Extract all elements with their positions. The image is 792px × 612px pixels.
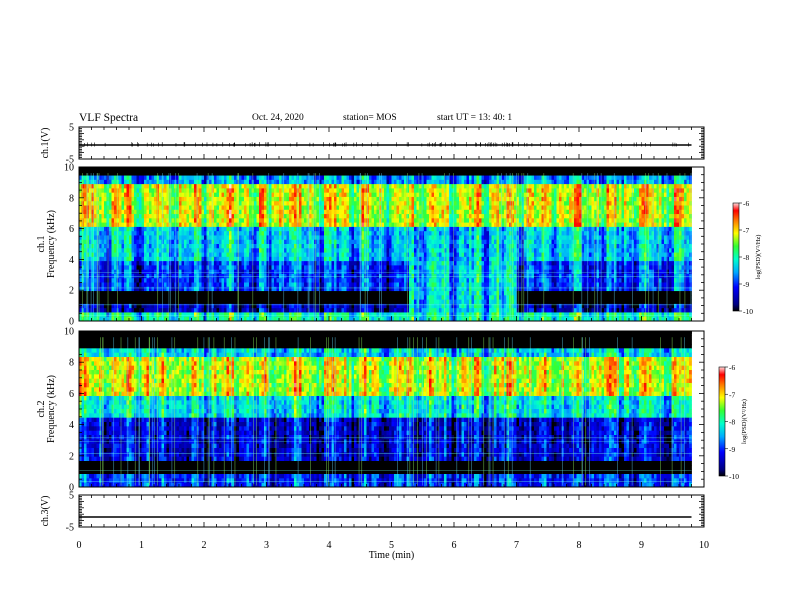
y-tick-label: 5: [69, 123, 74, 134]
x-tick-label: 1: [139, 540, 144, 551]
y-tick-label: -5: [66, 155, 74, 166]
colorbar-tick-label: -9: [743, 280, 749, 289]
colorbar-tick-label: -7: [743, 226, 749, 235]
x-tick-label: 2: [202, 540, 207, 551]
spectrogram-image: [79, 167, 692, 322]
y-tick-label: 6: [69, 224, 74, 235]
colorbar-tick-label: -7: [729, 390, 735, 399]
y-tick-label: 10: [64, 327, 74, 338]
y-tick-label: 5: [69, 491, 74, 502]
x-tick-label: 9: [639, 540, 644, 551]
x-tick-label: 8: [577, 540, 582, 551]
colorbar-ramp: [732, 202, 740, 312]
colorbar-tick-label: -6: [743, 199, 749, 208]
y-axis-label: ch.3(V): [40, 496, 51, 527]
colorbar-tick-label: -8: [743, 253, 749, 262]
x-tick-label: 5: [389, 540, 394, 551]
colorbar-tick-label: -6: [729, 363, 735, 372]
y-tick-label: 0: [69, 483, 74, 494]
y-tick-label: 0: [69, 317, 74, 328]
colorbar-tick-label: -8: [729, 418, 735, 427]
y-axis-label: Frequency (kHz): [46, 375, 57, 443]
y-tick-label: -5: [66, 523, 74, 534]
chart-title: VLF Spectra: [79, 112, 139, 124]
spectrogram-image: [79, 331, 692, 488]
station-label: station= MOS: [343, 113, 397, 123]
y-axis-label: ch.1(V): [40, 128, 51, 159]
x-axis: 0 1 2 3 4 5 6 7 8 9 10 Time (min): [77, 540, 710, 561]
colorbar-label: log(PSD)(V²/Hz): [755, 235, 762, 280]
x-axis-label: Time (min): [369, 550, 414, 561]
colorbar-label: log(PSD)(V²/Hz): [741, 399, 748, 444]
ch3-waveform-panel: 5 -5 ch.3(V): [40, 491, 705, 534]
colorbar-tick-label: -10: [743, 307, 753, 316]
colorbar-ramp: [718, 366, 726, 477]
y-axis-label: ch.1: [36, 236, 47, 253]
colorbar: -6 -7 -8 -9 -10 log(PSD)(V²/Hz): [718, 363, 748, 481]
ch2-spectrogram-panel: 0 2 4 6 8 10 ch.2 Frequency (kHz) -6 -7 -8 -9 -10 log…: [36, 327, 748, 494]
colorbar: -6 -7 -8 -9 -10 log(PSD)(V²/Hz): [732, 199, 762, 316]
x-tick-label: 10: [699, 540, 709, 551]
x-tick-label: 4: [327, 540, 332, 551]
y-tick-label: 8: [69, 358, 74, 369]
ch1-spectrogram-panel: 0 2 4 6 8 10 ch.1 Frequency (kHz) -6 -7 -8 -9 -10 log…: [36, 163, 762, 328]
y-axis-label: ch.2: [36, 401, 47, 418]
x-tick-label: 0: [77, 540, 82, 551]
y-tick-label: 10: [64, 163, 74, 174]
y-tick-label: 2: [69, 286, 74, 297]
start-ut-label: start UT = 13: 40: 1: [437, 113, 513, 123]
x-tick-label: 7: [514, 540, 519, 551]
y-tick-label: 8: [69, 193, 74, 204]
y-tick-label: 4: [69, 420, 74, 431]
x-tick-label: 3: [264, 540, 269, 551]
y-tick-label: 6: [69, 389, 74, 400]
colorbar-tick-label: -10: [729, 472, 739, 481]
y-tick-label: 2: [69, 451, 74, 462]
y-axis-label: Frequency (kHz): [46, 210, 57, 278]
date-label: Oct. 24, 2020: [252, 113, 304, 123]
y-tick-label: 4: [69, 255, 74, 266]
colorbar-tick-label: -9: [729, 445, 735, 454]
x-tick-label: 6: [452, 540, 457, 551]
ch1-waveform-panel: 5 -5 ch.1(V): [40, 123, 705, 166]
